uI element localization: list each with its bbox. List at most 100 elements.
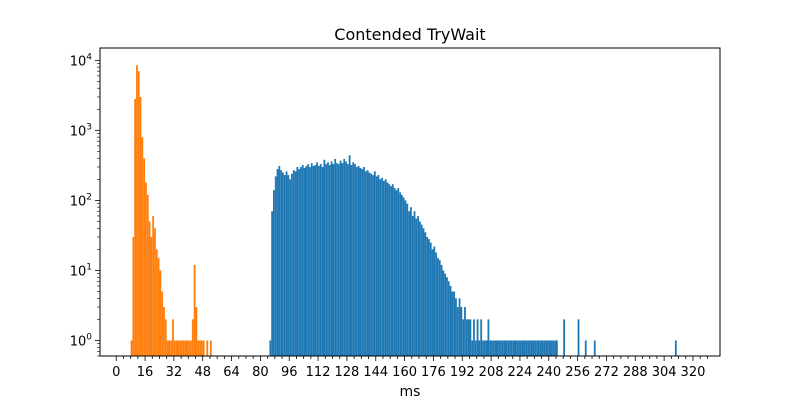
chart-title: Contended TryWait xyxy=(334,25,485,44)
histogram-bar xyxy=(410,207,412,356)
histogram-bar xyxy=(523,340,526,356)
histogram-bar xyxy=(456,307,459,356)
histogram-bar xyxy=(563,319,565,356)
histogram-bar xyxy=(280,170,283,356)
histogram-bar xyxy=(182,340,185,356)
histogram-bar xyxy=(186,340,189,356)
x-tick-label: 224 xyxy=(508,365,533,380)
x-tick-label: 320 xyxy=(681,365,706,380)
histogram-bar xyxy=(420,224,423,356)
histogram-bar xyxy=(491,340,493,356)
y-axis: 100 101 102 103 104 xyxy=(70,52,100,357)
histogram-bar xyxy=(449,285,452,356)
histogram-bar xyxy=(310,163,313,356)
histogram-bars xyxy=(130,65,677,357)
histogram-bar xyxy=(440,264,443,356)
histogram-bar xyxy=(337,164,340,356)
histogram-bar xyxy=(355,166,358,356)
histogram-bar xyxy=(391,184,394,356)
histogram-bar xyxy=(368,172,371,356)
x-tick-label: 160 xyxy=(392,365,417,380)
histogram-bar xyxy=(415,218,418,356)
histogram-bar xyxy=(155,249,158,356)
histogram-bar xyxy=(191,319,194,356)
x-tick-label: 112 xyxy=(306,365,331,380)
histogram-bar xyxy=(143,158,146,356)
histogram-bar xyxy=(164,319,167,356)
histogram-bar xyxy=(501,340,504,356)
histogram-bar xyxy=(139,96,142,356)
histogram-bar xyxy=(379,179,382,356)
x-axis-label: ms xyxy=(400,384,421,400)
histogram-bar xyxy=(289,179,292,356)
x-axis: 0 16 32 48 64 80 96 112 128 144 160 176 192 208 224 240… xyxy=(112,356,708,380)
histogram-bar xyxy=(400,194,403,356)
histogram-bar xyxy=(397,188,400,356)
histogram-bar xyxy=(447,281,450,356)
histogram-bar xyxy=(417,215,420,356)
histogram-bar xyxy=(674,340,677,356)
histogram-bar xyxy=(476,319,479,356)
histogram-bar xyxy=(498,340,501,356)
histogram-bar xyxy=(141,137,144,356)
x-tick-label: 208 xyxy=(479,365,504,380)
y-tick-label: 102 xyxy=(70,192,92,209)
y-tick-label: 100 xyxy=(70,332,93,349)
histogram-bar xyxy=(543,340,546,356)
histogram-bar xyxy=(132,237,135,356)
histogram-bar xyxy=(509,340,511,356)
histogram-bar xyxy=(296,166,299,356)
x-tick-label: 16 xyxy=(137,365,154,380)
histogram-bar xyxy=(364,171,367,356)
histogram-bar xyxy=(318,165,320,356)
x-tick-label: 64 xyxy=(223,365,240,380)
histogram-bar xyxy=(209,340,212,356)
histogram-bar xyxy=(321,166,324,356)
histogram-bar xyxy=(492,340,495,356)
histogram-bar xyxy=(525,340,528,356)
histogram-bar xyxy=(350,165,353,356)
histogram-bar xyxy=(428,239,430,356)
histogram-bar xyxy=(184,340,187,356)
histogram-bar xyxy=(195,307,198,356)
histogram-bar xyxy=(130,340,133,356)
x-tick-label: 0 xyxy=(112,365,120,380)
histogram-bar xyxy=(539,340,542,356)
histogram-bar xyxy=(381,177,383,356)
histogram-bar xyxy=(411,215,414,356)
y-tick-label: 103 xyxy=(70,122,92,139)
histogram-bar xyxy=(496,340,499,356)
histogram-bar xyxy=(312,165,315,356)
histogram-bar xyxy=(170,340,173,356)
histogram-bar xyxy=(458,298,461,356)
histogram-bar xyxy=(188,340,191,356)
histogram-bar xyxy=(453,291,456,356)
histogram-bar xyxy=(361,169,364,356)
histogram-bar xyxy=(157,258,160,356)
histogram-bar xyxy=(181,340,183,356)
histogram-bar xyxy=(341,163,344,356)
histogram-bar xyxy=(291,173,293,356)
histogram-bar xyxy=(173,340,176,356)
histogram-bar xyxy=(373,171,376,356)
histogram-bar xyxy=(154,228,156,356)
histogram-bar xyxy=(460,307,463,356)
histogram-bar xyxy=(332,164,335,356)
histogram-bar xyxy=(532,340,535,356)
histogram-bar xyxy=(300,166,302,356)
histogram-bar xyxy=(530,340,533,356)
histogram-bar xyxy=(404,200,407,356)
histogram-bar xyxy=(269,340,272,356)
histogram-bar xyxy=(283,175,286,356)
histogram-bar xyxy=(325,164,328,356)
histogram-bar xyxy=(334,159,337,356)
histogram-bar xyxy=(408,211,410,356)
histogram-bar xyxy=(292,170,295,356)
histogram-bar xyxy=(444,273,447,356)
histogram-bar xyxy=(330,161,333,356)
histogram-bar xyxy=(464,307,466,356)
histogram-bar xyxy=(426,237,429,356)
histogram-bar xyxy=(273,190,275,356)
histogram-bar xyxy=(150,237,153,356)
